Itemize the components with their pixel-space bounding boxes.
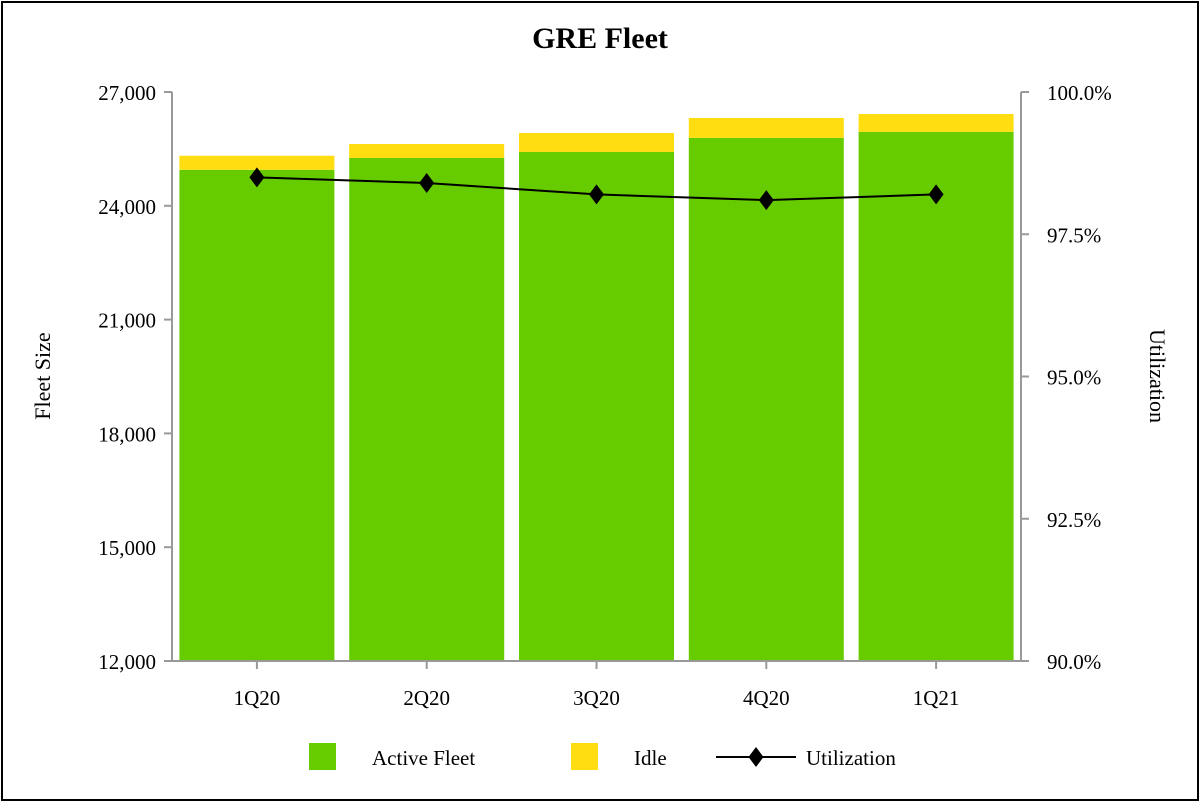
y-tick-label: 21,000 — [98, 309, 156, 333]
y-tick-label: 24,000 — [98, 195, 156, 219]
legend-swatch-active-fleet — [309, 743, 336, 770]
y-tick-label: 18,000 — [98, 422, 156, 446]
y-tick-label: 12,000 — [98, 650, 156, 674]
utilization-point — [758, 190, 774, 211]
y-right-tick-label: 90.0% — [1047, 650, 1101, 674]
legend-label-utilization: Utilization — [806, 746, 896, 770]
x-tick-label: 1Q20 — [234, 686, 281, 710]
legend-label-active-fleet: Active Fleet — [372, 746, 475, 770]
bar-active-fleet — [349, 158, 505, 661]
y-axis-label: Fleet Size — [30, 332, 55, 419]
y-tick-label: 15,000 — [98, 536, 156, 560]
x-tick-label: 4Q20 — [743, 686, 790, 710]
bar-idle — [179, 155, 335, 170]
y-right-tick-label: 92.5% — [1047, 508, 1101, 532]
y-tick-label: 27,000 — [98, 81, 156, 105]
y-right-tick-label: 95.0% — [1047, 366, 1101, 390]
utilization-point — [249, 167, 265, 188]
y-axis-right-label: Utilization — [1145, 329, 1170, 423]
bar-idle — [858, 114, 1014, 132]
legend-marker-utilization — [748, 747, 764, 767]
bar-active-fleet — [179, 169, 335, 661]
x-tick-label: 2Q20 — [403, 686, 450, 710]
chart-title: GRE Fleet — [532, 22, 668, 55]
y-right-tick-label: 97.5% — [1047, 223, 1101, 247]
utilization-point — [419, 173, 435, 194]
bar-idle — [349, 143, 505, 159]
bar-active-fleet — [688, 137, 844, 661]
bar-idle — [519, 132, 674, 152]
bar-idle — [688, 117, 844, 138]
y-right-tick-label: 100.0% — [1047, 81, 1112, 105]
legend-swatch-idle — [571, 743, 598, 770]
bar-active-fleet — [858, 131, 1014, 661]
utilization-point — [928, 184, 944, 205]
bar-active-fleet — [519, 151, 674, 661]
x-tick-label: 3Q20 — [573, 686, 620, 710]
x-tick-label: 1Q21 — [913, 686, 960, 710]
utilization-point — [589, 184, 604, 205]
legend-label-idle: Idle — [634, 746, 667, 770]
